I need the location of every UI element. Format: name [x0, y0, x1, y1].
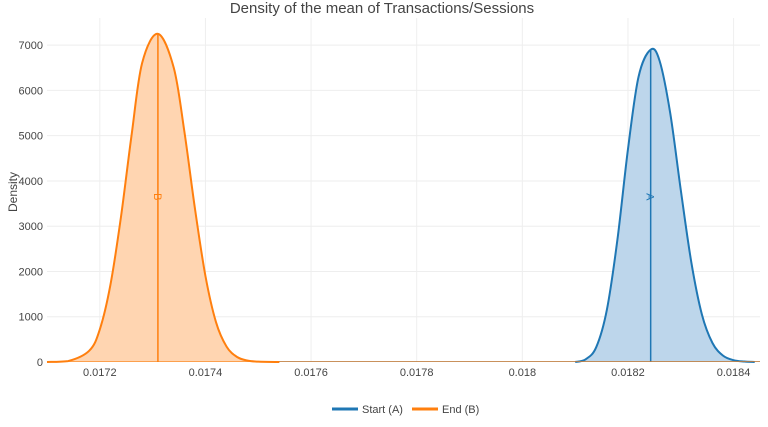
y-tick-label: 0: [37, 357, 43, 369]
y-tick-label: 2000: [19, 266, 43, 278]
density-area-a: [575, 48, 755, 362]
legend-label: End (B): [442, 404, 479, 416]
y-tick-label: 5000: [19, 131, 43, 143]
mean-label-b: B: [151, 193, 163, 200]
legend-item-a[interactable]: Start (A): [332, 404, 403, 416]
x-tick-label: 0.0182: [611, 367, 645, 379]
density-area-b: [47, 33, 280, 362]
y-tick-label: 6000: [19, 85, 43, 97]
x-tick-label: 0.0184: [717, 367, 751, 379]
chart-title: Density of the mean of Transactions/Sess…: [230, 0, 534, 17]
density-line-a: [574, 47, 755, 363]
y-tick-label: 1000: [19, 312, 43, 324]
legend-label: Start (A): [362, 404, 403, 416]
area-layer: AB: [46, 32, 760, 363]
y-axis-title: Density: [6, 172, 20, 212]
legend-item-b[interactable]: End (B): [412, 404, 479, 416]
x-tick-label: 0.0172: [83, 367, 117, 379]
x-tick-label: 0.018: [509, 367, 537, 379]
x-tick-label: 0.0178: [400, 367, 434, 379]
mean-label-a: A: [644, 193, 656, 201]
y-tick-label: 7000: [19, 40, 43, 52]
density-line-b: [46, 32, 280, 363]
legend[interactable]: Start (A) End (B): [332, 404, 479, 416]
y-tick-label: 4000: [19, 176, 43, 188]
x-tick-label: 0.0174: [189, 367, 223, 379]
y-tick-label: 3000: [19, 221, 43, 233]
tick-layer: 0 1000 2000 3000 4000 5000 6000 7000 0.0172 0.017…: [19, 40, 751, 379]
x-tick-label: 0.0176: [294, 367, 328, 379]
